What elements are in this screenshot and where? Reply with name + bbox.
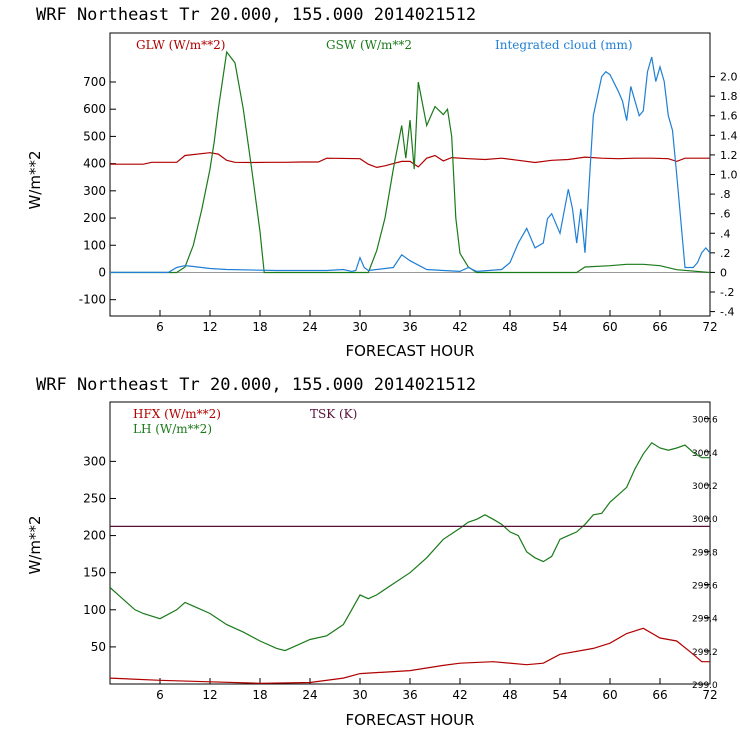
y-tick-label: -100 xyxy=(79,293,106,307)
y2-tick-label: 299.6 xyxy=(692,581,718,591)
chart-2-title: WRF Northeast Tr 20.000, 155.000 2014021… xyxy=(36,375,476,395)
x-tick-label: 48 xyxy=(502,688,517,702)
y2-tick-label: .6 xyxy=(720,208,731,221)
x-tick-label: 48 xyxy=(502,320,517,334)
chart-1-title: WRF Northeast Tr 20.000, 155.000 2014021… xyxy=(36,5,476,25)
y2-tick-label: 2.0 xyxy=(720,71,738,84)
chart-1-plot-frame xyxy=(109,32,711,317)
chart-2-x-axis-label: FORECAST HOUR xyxy=(345,711,474,729)
x-tick-label: 72 xyxy=(702,320,717,334)
y-tick-label: 600 xyxy=(83,102,106,116)
y-tick-label: 50 xyxy=(91,640,106,654)
chart-radiation-cloud: WRF Northeast Tr 20.000, 155.000 2014021… xyxy=(26,5,738,360)
y2-tick-label: 299.2 xyxy=(692,648,718,658)
y2-tick-label: 299.8 xyxy=(692,548,718,558)
x-tick-label: 66 xyxy=(652,320,667,334)
y2-tick-label: 1.2 xyxy=(720,149,738,162)
legend-lh: LH (W/m**2) xyxy=(133,422,212,436)
y2-tick-label: -.2 xyxy=(720,286,734,299)
legend-hfx: HFX (W/m**2) xyxy=(133,407,221,421)
y-tick-label: 0 xyxy=(98,265,106,279)
chart-1-y-axis-label: W/m**2 xyxy=(26,150,44,209)
x-tick-label: 24 xyxy=(302,688,317,702)
x-tick-label: 54 xyxy=(552,320,567,334)
series-line-1 xyxy=(110,152,710,169)
y2-tick-label: .4 xyxy=(720,227,731,240)
series-line-2 xyxy=(109,441,710,652)
chart-1-x-axis-label: FORECAST HOUR xyxy=(345,342,474,360)
y2-tick-label: .2 xyxy=(720,247,731,260)
y-tick-label: 250 xyxy=(83,491,106,505)
x-tick-label: 12 xyxy=(202,320,217,334)
y2-tick-label: 300.2 xyxy=(692,482,718,492)
x-tick-label: 60 xyxy=(602,688,617,702)
x-tick-label: 24 xyxy=(302,320,317,334)
x-tick-label: 42 xyxy=(452,320,467,334)
y2-tick-label: 299.4 xyxy=(692,615,718,625)
x-tick-label: 72 xyxy=(702,688,717,702)
y-tick-label: 200 xyxy=(83,211,106,225)
chart-surface-fluxes: WRF Northeast Tr 20.000, 155.000 2014021… xyxy=(26,375,718,729)
y2-tick-label: .8 xyxy=(720,188,731,201)
x-tick-label: 42 xyxy=(452,688,467,702)
x-tick-label: 36 xyxy=(402,320,417,334)
y2-tick-label: 1.0 xyxy=(720,169,738,182)
y2-tick-label: 300.6 xyxy=(692,416,718,426)
y-tick-label: 150 xyxy=(83,566,106,580)
legend-integrated-cloud: Integrated cloud (mm) xyxy=(495,38,633,52)
y2-tick-label: 0 xyxy=(720,266,727,279)
x-tick-label: 30 xyxy=(352,688,367,702)
series-line-3 xyxy=(110,56,711,273)
y-tick-label: 400 xyxy=(83,157,106,171)
x-tick-label: 18 xyxy=(252,688,267,702)
x-tick-label: 18 xyxy=(252,320,267,334)
y-tick-label: 700 xyxy=(83,75,106,89)
legend-glw: GLW (W/m**2) xyxy=(136,38,225,52)
x-tick-label: 60 xyxy=(602,320,617,334)
series-line-1 xyxy=(109,627,710,684)
y-tick-label: 100 xyxy=(83,603,106,617)
y2-tick-label: 300.4 xyxy=(692,449,718,459)
y2-tick-label: 299.0 xyxy=(692,681,718,691)
x-tick-label: 12 xyxy=(202,688,217,702)
y2-tick-label: 1.8 xyxy=(720,90,738,103)
series-line-2 xyxy=(110,50,711,274)
y-tick-label: 500 xyxy=(83,129,106,143)
y2-tick-label: 300.0 xyxy=(692,515,718,525)
x-tick-label: 30 xyxy=(352,320,367,334)
x-tick-label: 6 xyxy=(156,320,164,334)
legend-gsw: GSW (W/m**2 xyxy=(326,38,412,52)
x-tick-label: 66 xyxy=(652,688,667,702)
y-tick-label: 200 xyxy=(83,529,106,543)
legend-tsk: TSK (K) xyxy=(310,407,357,421)
y2-tick-label: 1.6 xyxy=(720,110,738,123)
y-tick-label: 100 xyxy=(83,238,106,252)
x-tick-label: 54 xyxy=(552,688,567,702)
chart-2-y-axis-label: W/m**2 xyxy=(26,515,44,574)
x-tick-label: 36 xyxy=(402,688,417,702)
y-tick-label: 300 xyxy=(83,184,106,198)
y-tick-label: 300 xyxy=(83,454,106,468)
x-tick-label: 6 xyxy=(156,688,164,702)
chart-2-plot-frame xyxy=(109,401,711,685)
y2-tick-label: -.4 xyxy=(720,306,734,319)
y2-tick-label: 1.4 xyxy=(720,129,738,142)
